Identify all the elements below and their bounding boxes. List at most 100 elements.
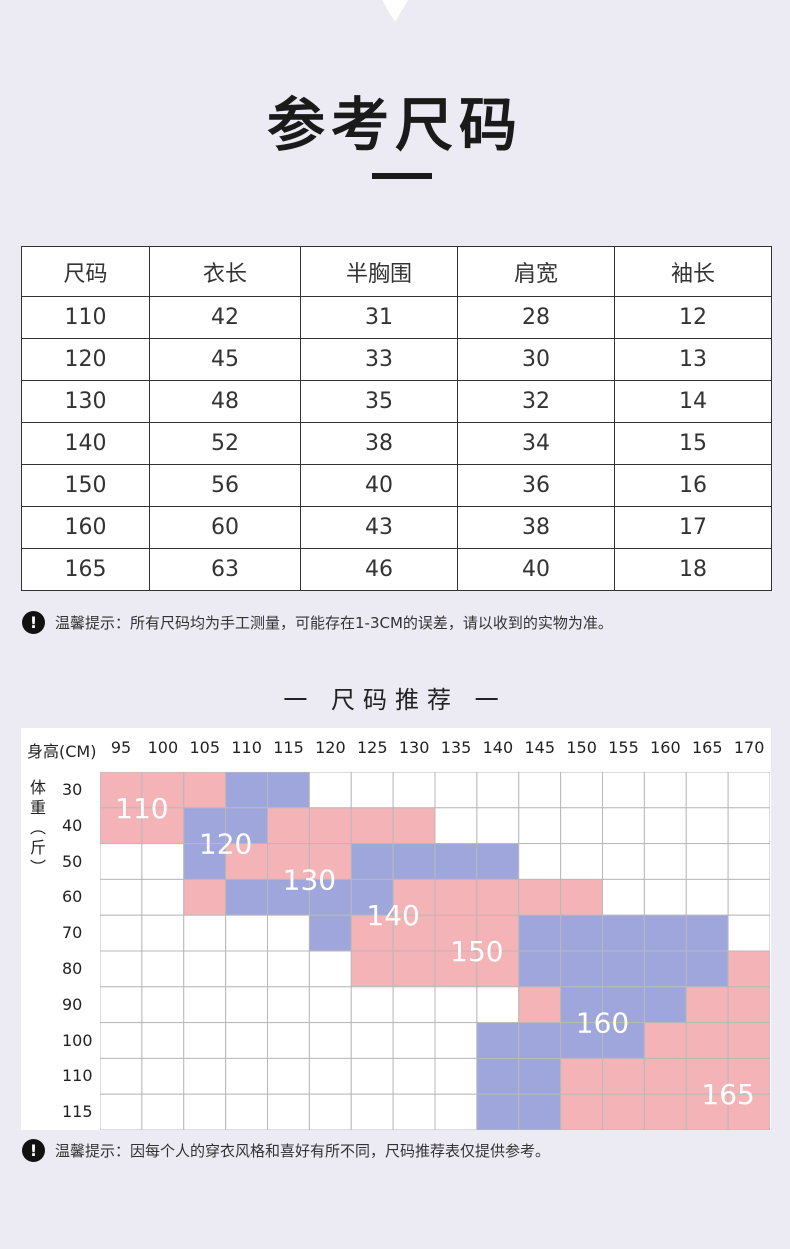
grid-cell (267, 772, 310, 809)
weight-tick: 70 (62, 923, 83, 943)
grid-cell (518, 1093, 562, 1130)
height-tick: 95 (110, 738, 132, 757)
grid-cell (727, 950, 770, 988)
grid-cell (225, 1057, 268, 1095)
grid-cell (308, 914, 352, 952)
grid-cell (560, 878, 603, 916)
cell-size: 160 (21, 506, 150, 549)
grid-cell (643, 772, 687, 809)
grid-cell (350, 950, 394, 988)
grid-cell (392, 986, 436, 1024)
weight-tick: 90 (62, 994, 83, 1014)
grid-cell (392, 772, 436, 809)
grid-cell (518, 914, 562, 952)
grid-cell (267, 843, 310, 880)
size-region-label: 120 (199, 828, 252, 861)
size-region-label: 160 (576, 1007, 629, 1040)
grid-cell (225, 1022, 268, 1059)
cell-length: 63 (149, 548, 301, 591)
weight-tick: 60 (62, 887, 83, 907)
measure-tip: ! 温馨提示：所有尺码均为手工测量，可能存在1-3CM的误差，请以收到的实物为准… (22, 611, 613, 634)
grid-cell (141, 950, 185, 988)
height-tick: 135 (440, 738, 472, 757)
grid-cell (141, 986, 185, 1024)
grid-cell (392, 1093, 436, 1130)
grid-cell (350, 1057, 394, 1095)
grid-cell (267, 1057, 310, 1095)
weight-tick: 110 (62, 1066, 93, 1086)
grid-cell (183, 878, 227, 916)
grid-cell (727, 1093, 770, 1130)
grid-cell (476, 1057, 520, 1095)
grid-cell (476, 914, 520, 952)
grid-cell (141, 1022, 185, 1059)
grid-cell (602, 878, 645, 916)
header-size: 尺码 (21, 246, 150, 297)
grid-cell (560, 914, 603, 952)
grid-cell (727, 843, 770, 880)
grid-cell (643, 914, 687, 952)
grid-cell (100, 807, 143, 845)
grid-cell (100, 914, 143, 952)
height-tick: 125 (356, 738, 388, 757)
cell-shoulder: 28 (457, 296, 615, 339)
weight-axis-label: 体重 ︵ 斤 ︶ (28, 778, 48, 878)
height-tick: 165 (691, 738, 723, 757)
cell-sleeve: 17 (614, 506, 772, 549)
title-underline (372, 173, 432, 179)
weight-axis-char: ︶ (29, 858, 46, 877)
grid-cell (267, 914, 310, 952)
height-header-row: 身高(CM) 95 100 105 110 115 120 125 130 135 140 145 1… (21, 728, 771, 768)
cell-half-chest: 46 (300, 548, 458, 591)
cell-sleeve: 16 (614, 464, 772, 507)
grid-cell (434, 772, 478, 809)
grid-cell (602, 772, 645, 809)
grid-cell (685, 986, 729, 1024)
weight-axis-char: ︵ (29, 818, 46, 837)
height-tick: 140 (482, 738, 514, 757)
grid-cell (392, 807, 436, 845)
cell-half-chest: 31 (300, 296, 458, 339)
grid-cell (392, 1022, 436, 1059)
cell-length: 48 (149, 380, 301, 423)
grid-cell (602, 1093, 645, 1130)
measure-tip-text: 温馨提示：所有尺码均为手工测量，可能存在1-3CM的误差，请以收到的实物为准。 (55, 614, 613, 632)
grid-cell (100, 1057, 143, 1095)
grid-cell (392, 914, 436, 952)
grid-cell (308, 772, 352, 809)
grid-cell (308, 1022, 352, 1059)
size-region-label: 130 (283, 863, 336, 896)
grid-cell (141, 914, 185, 952)
grid-cell (602, 843, 645, 880)
grid-cell (225, 1093, 268, 1130)
grid-cell (727, 1022, 770, 1059)
grid-cell (434, 843, 478, 880)
grid-cell (350, 986, 394, 1024)
grid-cell (727, 772, 770, 809)
header-sleeve: 袖长 (614, 246, 772, 297)
grid-cell (183, 914, 227, 952)
grid-cell (350, 807, 394, 845)
size-region-label: 150 (450, 935, 503, 968)
cell-half-chest: 38 (300, 422, 458, 465)
grid-cell (267, 1093, 310, 1130)
size-region-label: 110 (115, 792, 168, 825)
grid-cell (560, 1022, 603, 1059)
grid-cell (643, 1057, 687, 1095)
grid-cell (685, 950, 729, 988)
weight-tick: 50 (62, 851, 83, 871)
grid-cell (100, 950, 143, 988)
grid-cell (350, 1022, 394, 1059)
grid-cell (350, 843, 394, 880)
grid-cell (350, 878, 394, 916)
cell-length: 60 (149, 506, 301, 549)
grid-cell (267, 878, 310, 916)
grid-cell (560, 950, 603, 988)
cell-half-chest: 35 (300, 380, 458, 423)
cell-length: 42 (149, 296, 301, 339)
grid-cell (518, 1057, 562, 1095)
cell-size: 165 (21, 548, 150, 591)
weight-axis-char: 体 (29, 778, 46, 797)
grid-cell (560, 772, 603, 809)
grid-cell (267, 807, 310, 845)
